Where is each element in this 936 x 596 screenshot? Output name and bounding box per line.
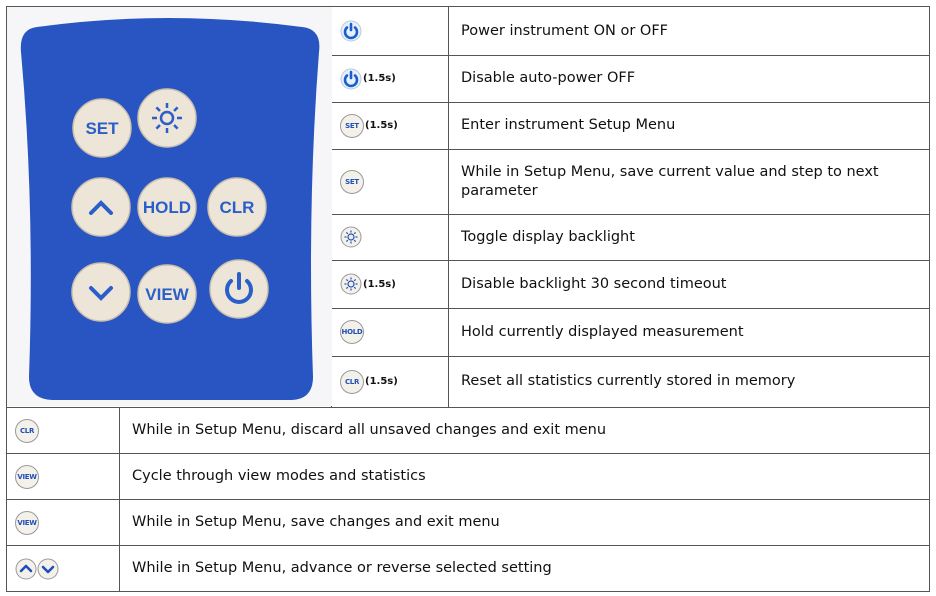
- keypad-cell: SET HOLD CLR VIEW: [6, 6, 332, 408]
- sun-icon: [340, 226, 362, 248]
- table-row: While in Setup Menu, advance or reverse …: [6, 545, 930, 592]
- icon-ray: [345, 286, 349, 290]
- set-key: [72, 98, 132, 159]
- sun-ray: [155, 106, 161, 113]
- description: Cycle through view modes and statistics: [119, 453, 930, 500]
- clr-key: [207, 177, 267, 238]
- description: Enter instrument Setup Menu: [448, 101, 930, 150]
- table-row: (1.5s) Disable backlight 30 second timeou…: [7, 259, 930, 309]
- icon-chevron: [19, 564, 33, 572]
- down-key: [71, 262, 131, 323]
- icon-ray: [353, 240, 357, 243]
- power-icon: [340, 68, 362, 90]
- key-icon: HOLD: [340, 320, 364, 345]
- icon-cell: [6, 545, 120, 592]
- sun-ray: [173, 124, 179, 130]
- table-row: VIEW Cycle through view modes and statist…: [6, 453, 930, 500]
- icon-cell: VIEW: [6, 499, 120, 546]
- key-icon: CLR: [15, 418, 39, 443]
- icon-cell: CLR (1.5s): [331, 355, 449, 408]
- key-label: SET: [85, 119, 119, 138]
- icon-arc: [343, 26, 359, 40]
- icon-ray: [345, 240, 349, 243]
- view-key: [137, 264, 197, 325]
- table-row: SET HOLD CLR VIEW Power instrument ON or OFF: [6, 5, 930, 408]
- description: While in Setup Menu, save current value …: [448, 148, 930, 216]
- sun-ray: [173, 106, 179, 113]
- icon-arc: [343, 74, 359, 88]
- description: Reset all statistics currently stored in…: [448, 355, 930, 408]
- icon-chevron: [41, 565, 55, 573]
- icon-sun: [347, 233, 355, 241]
- icon-sun: [347, 280, 355, 288]
- icon-cell: (1.5s): [331, 259, 449, 309]
- key-icon: CLR: [340, 369, 364, 394]
- icon-cell: [331, 5, 449, 57]
- description: While in Setup Menu, discard all unsaved…: [119, 407, 930, 454]
- table-row: SET While in Setup Menu, save current val…: [7, 148, 930, 216]
- icon-cell: HOLD: [331, 307, 449, 357]
- icon-bg: [340, 273, 362, 295]
- table-row: CLR (1.5s) Reset all statistics currently …: [7, 355, 930, 408]
- description: Toggle display backlight: [448, 214, 930, 261]
- sun-ray: [155, 124, 161, 130]
- key-label: CLR: [220, 198, 255, 217]
- description: Disable auto-power OFF: [448, 55, 930, 103]
- icon-ray: [353, 279, 357, 282]
- hold-key: [137, 177, 197, 238]
- up-chevron: [89, 200, 113, 216]
- table-row: CLR While in Setup Menu, discard all unsa…: [6, 407, 930, 454]
- sun-core: [159, 111, 175, 126]
- icon-ray: [345, 279, 349, 282]
- icon-cell: SET (1.5s): [331, 101, 449, 150]
- up-key: [71, 177, 131, 238]
- description: While in Setup Menu, advance or reverse …: [119, 545, 930, 592]
- description: Power instrument ON or OFF: [448, 5, 930, 57]
- down-icon: [37, 558, 59, 579]
- duration: (1.5s): [365, 120, 398, 132]
- key-icon: VIEW: [15, 464, 39, 489]
- duration: (1.5s): [365, 376, 398, 388]
- key-icon: SET: [340, 169, 364, 194]
- table-row: VIEW While in Setup Menu, save changes an…: [6, 499, 930, 546]
- duration: (1.5s): [363, 278, 396, 290]
- icon-bg: [37, 558, 59, 579]
- description: Disable backlight 30 second timeout: [448, 259, 930, 309]
- icon-bg: [15, 558, 37, 579]
- icon-ray: [353, 232, 357, 235]
- icon-cell: CLR: [6, 407, 120, 454]
- key-icon: VIEW: [15, 510, 39, 535]
- table-row: HOLD Hold currently displayed measurement: [7, 307, 930, 357]
- icon-cell: (1.5s): [331, 55, 449, 103]
- icon-ray: [353, 286, 357, 290]
- light-key: [137, 88, 197, 149]
- key-label: VIEW: [145, 285, 189, 304]
- bottom-table: CLR While in Setup Menu, discard all unsa…: [6, 407, 930, 592]
- keypad-image: SET HOLD CLR VIEW: [7, 7, 332, 407]
- description: Hold currently displayed measurement: [448, 307, 930, 357]
- table-row: SET (1.5s) Enter instrument Setup Menu: [7, 101, 930, 150]
- power-arc: [225, 279, 253, 305]
- key-label: HOLD: [143, 198, 191, 217]
- icon-cell: VIEW: [6, 453, 120, 500]
- duration: (1.5s): [363, 73, 396, 85]
- icon-ray: [345, 232, 349, 235]
- power-icon: [340, 20, 362, 42]
- icon-cell: [331, 214, 449, 261]
- icon-cell: SET: [331, 148, 449, 216]
- top-table: SET HOLD CLR VIEW Power instrument ON or OFF…: [6, 5, 930, 408]
- key-icon: SET: [340, 113, 364, 138]
- up-icon: [15, 558, 37, 579]
- sun-icon: [340, 273, 362, 295]
- icon-bg: [340, 226, 362, 248]
- description: While in Setup Menu, save changes and ex…: [119, 499, 930, 546]
- down-chevron: [89, 286, 113, 302]
